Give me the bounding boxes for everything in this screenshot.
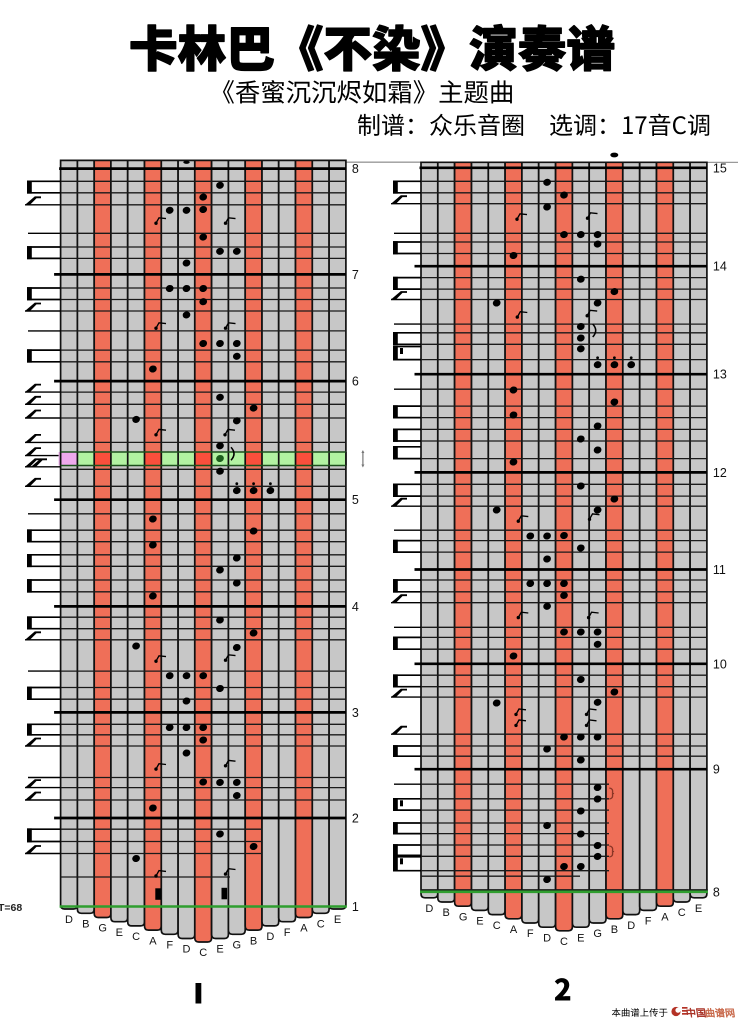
svg-text:8: 8 — [352, 162, 359, 176]
svg-text:E: E — [334, 914, 341, 926]
svg-text:14: 14 — [713, 260, 727, 274]
svg-text:A: A — [300, 923, 308, 935]
svg-text:B: B — [250, 935, 257, 947]
svg-text:12: 12 — [713, 466, 727, 480]
svg-text:E: E — [695, 903, 702, 915]
svg-text:A: A — [510, 924, 518, 936]
svg-text:4: 4 — [352, 600, 359, 614]
svg-text:D: D — [627, 920, 635, 932]
svg-text:A: A — [149, 935, 157, 947]
svg-text:8: 8 — [713, 885, 720, 899]
svg-text:E: E — [476, 916, 483, 928]
svg-text:B: B — [443, 907, 450, 919]
svg-text:E: E — [577, 932, 584, 944]
svg-text:D: D — [425, 903, 433, 915]
svg-text:G: G — [233, 940, 242, 952]
svg-text:C: C — [317, 919, 325, 931]
svg-text:D: D — [65, 914, 73, 926]
svg-text:G: G — [98, 923, 107, 935]
svg-text:9: 9 — [713, 763, 720, 777]
svg-text:10: 10 — [713, 657, 727, 671]
svg-text:6: 6 — [352, 375, 359, 389]
svg-text:2: 2 — [352, 812, 359, 826]
svg-text:7: 7 — [352, 268, 359, 282]
svg-text:C: C — [199, 947, 207, 959]
svg-text:G: G — [459, 911, 468, 923]
svg-text:11: 11 — [713, 563, 726, 577]
svg-text:F: F — [645, 916, 652, 928]
svg-text:C: C — [493, 920, 501, 932]
svg-text:5: 5 — [352, 493, 359, 507]
svg-text:A: A — [661, 911, 669, 923]
svg-text:E: E — [116, 927, 123, 939]
svg-text:B: B — [82, 919, 89, 931]
svg-text:D: D — [543, 932, 551, 944]
svg-text:F: F — [284, 927, 291, 939]
svg-text:F: F — [527, 928, 534, 940]
svg-text:T=68: T=68 — [0, 902, 22, 914]
svg-text:E: E — [216, 944, 223, 956]
svg-text:C: C — [560, 936, 568, 948]
svg-text:C: C — [132, 931, 140, 943]
svg-text:1: 1 — [352, 900, 359, 914]
svg-text:D: D — [266, 931, 274, 943]
svg-text:F: F — [166, 940, 173, 952]
svg-text:B: B — [611, 924, 618, 936]
svg-text:13: 13 — [713, 368, 727, 382]
svg-text:D: D — [183, 944, 191, 956]
svg-text:3: 3 — [352, 706, 359, 720]
svg-text:C: C — [678, 907, 686, 919]
svg-text:G: G — [593, 928, 602, 940]
svg-text:15: 15 — [713, 161, 727, 175]
